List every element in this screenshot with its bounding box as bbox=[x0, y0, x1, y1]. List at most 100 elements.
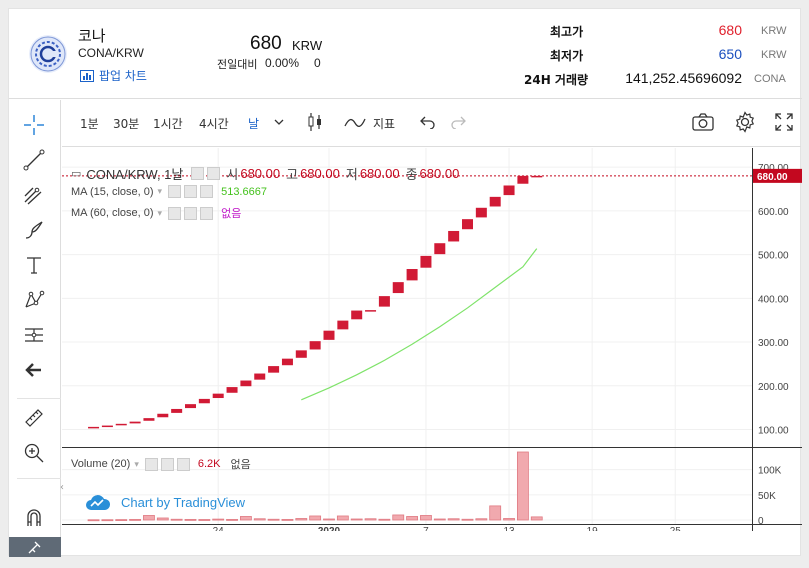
volume-bar bbox=[198, 519, 211, 521]
volume-legend: Volume (20) ▾ 6.2K 없음 bbox=[71, 456, 251, 472]
candle bbox=[378, 296, 390, 307]
legend-settings-icon[interactable] bbox=[207, 167, 221, 180]
magnet-icon[interactable] bbox=[21, 504, 47, 530]
low-unit: KRW bbox=[761, 49, 787, 61]
brush-icon[interactable] bbox=[21, 217, 47, 243]
ruler-icon[interactable] bbox=[21, 405, 47, 431]
eye-icon[interactable] bbox=[144, 457, 158, 471]
low-key: 저 bbox=[345, 167, 358, 182]
interval-4h[interactable]: 4시간 bbox=[199, 117, 229, 131]
redo-icon[interactable] bbox=[446, 110, 470, 134]
candle bbox=[268, 366, 280, 373]
pattern-icon[interactable] bbox=[21, 287, 47, 313]
crosshair-icon[interactable] bbox=[21, 112, 47, 138]
gear-icon[interactable] bbox=[160, 457, 174, 471]
settings-gear-icon[interactable] bbox=[733, 110, 757, 134]
chevron-down-icon[interactable]: ▾ bbox=[134, 458, 139, 469]
close-icon[interactable] bbox=[200, 206, 214, 220]
high-value-legend: 680.00 bbox=[300, 166, 340, 181]
volume-bar bbox=[101, 519, 114, 522]
chart-area[interactable]: 100.00 200.00 300.00 400.00 500.00 600.00 700.… bbox=[62, 148, 802, 531]
volume-bar bbox=[392, 514, 405, 521]
low-label: 최저가 bbox=[550, 49, 584, 63]
volume-bar bbox=[433, 518, 446, 521]
chevron-down-icon[interactable]: ▾ bbox=[157, 207, 163, 218]
volume-bar bbox=[336, 515, 349, 521]
gear-icon[interactable] bbox=[184, 206, 198, 220]
close-key: 종 bbox=[405, 167, 418, 182]
fib-tool-icon[interactable] bbox=[21, 182, 47, 208]
candle bbox=[489, 196, 501, 207]
eye-icon[interactable] bbox=[168, 185, 182, 198]
candle bbox=[143, 418, 155, 421]
close-icon[interactable] bbox=[200, 185, 214, 198]
arrow-left-icon[interactable] bbox=[21, 357, 47, 383]
popup-chart-button[interactable]: 팝업 차트 bbox=[80, 67, 147, 84]
close-icon[interactable] bbox=[176, 457, 190, 471]
candle bbox=[406, 269, 418, 281]
chevron-down-icon[interactable] bbox=[267, 110, 291, 134]
interval-30m[interactable]: 30분 bbox=[113, 117, 140, 131]
volume-bar bbox=[530, 516, 543, 521]
volume-bar bbox=[253, 518, 266, 521]
ma60-value: 없음 bbox=[221, 208, 242, 220]
change-value: 0 bbox=[314, 56, 321, 70]
candle bbox=[226, 387, 238, 393]
candle bbox=[281, 358, 293, 366]
candle bbox=[101, 425, 113, 428]
interval-1h[interactable]: 1시간 bbox=[153, 117, 183, 131]
open-key: 시 bbox=[226, 167, 239, 182]
undo-icon[interactable] bbox=[416, 110, 440, 134]
price-chart-svg[interactable]: 100.00 200.00 300.00 400.00 500.00 600.00 700.… bbox=[62, 148, 802, 531]
interval-1m[interactable]: 1분 bbox=[80, 117, 99, 131]
volume-bar bbox=[364, 518, 377, 521]
collapse-toolbar-icon[interactable]: ‹ bbox=[60, 482, 64, 493]
close-value: 680.00 bbox=[419, 166, 460, 181]
camera-icon[interactable] bbox=[691, 110, 715, 134]
trend-line-icon[interactable] bbox=[21, 147, 47, 173]
price-tick-label: 500.00 bbox=[758, 251, 789, 262]
measure-icon[interactable] bbox=[21, 322, 47, 348]
current-price-unit: KRW bbox=[292, 38, 323, 53]
zoom-in-icon[interactable] bbox=[21, 440, 47, 466]
volume-bar bbox=[447, 518, 460, 521]
volume-bar bbox=[156, 517, 169, 521]
candle-type-icon[interactable] bbox=[303, 110, 327, 134]
coin-name: 코나 bbox=[78, 27, 106, 45]
chart-toolbar: 1분 30분 1시간 4시간 날 지표 bbox=[62, 100, 801, 147]
volume-bar bbox=[129, 518, 141, 521]
volume-bar bbox=[212, 518, 225, 521]
legend-symbol: CONA/KRW, 1날 bbox=[86, 167, 184, 182]
eye-icon[interactable] bbox=[168, 206, 182, 220]
candle bbox=[240, 380, 252, 387]
volume-bar bbox=[323, 518, 335, 521]
interval-day[interactable]: 날 bbox=[248, 117, 260, 131]
candle bbox=[337, 320, 349, 330]
fullscreen-icon[interactable] bbox=[772, 110, 796, 134]
change-percent: 0.00% bbox=[265, 56, 300, 70]
price-tick-label: 600.00 bbox=[758, 207, 789, 218]
indicator-icon[interactable] bbox=[343, 110, 367, 134]
last-price-label: 680.00 bbox=[757, 172, 788, 183]
change-label: 전일대비 bbox=[217, 58, 258, 71]
tradingview-watermark[interactable]: Chart by TradingView bbox=[85, 493, 245, 511]
volume-bar bbox=[350, 518, 363, 521]
volume-bar bbox=[516, 451, 529, 521]
legend-visibility-icon[interactable] bbox=[191, 167, 205, 180]
high-label: 최고가 bbox=[550, 25, 584, 39]
candle bbox=[88, 426, 100, 429]
gear-icon[interactable] bbox=[184, 185, 198, 198]
text-icon[interactable] bbox=[21, 252, 47, 278]
candle bbox=[171, 408, 183, 413]
lock-draw-icon[interactable] bbox=[9, 537, 61, 557]
chevron-down-icon[interactable]: ▾ bbox=[157, 186, 163, 196]
candle bbox=[475, 207, 487, 218]
volume-bar bbox=[406, 516, 419, 521]
volume-label: Volume (20) bbox=[71, 458, 131, 470]
candle bbox=[212, 393, 224, 399]
volume-bar bbox=[461, 518, 474, 521]
indicators-button[interactable]: 지표 bbox=[373, 117, 396, 131]
candle bbox=[351, 310, 363, 320]
ma15-label: MA (15, close, 0) bbox=[71, 185, 154, 198]
candle bbox=[420, 255, 432, 268]
